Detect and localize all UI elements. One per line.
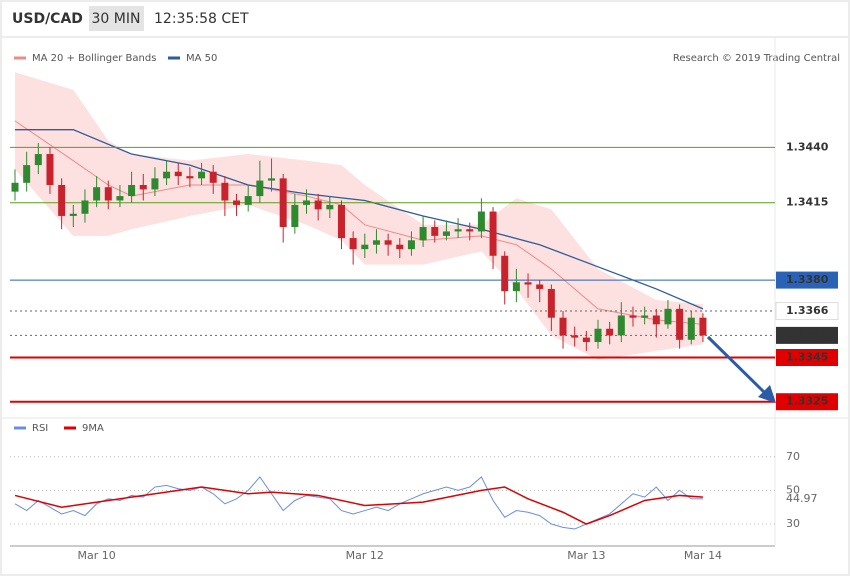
candle-body [431,227,439,236]
forecast-arrow [706,335,768,396]
candle-body [699,317,707,336]
x-tick-label: Mar 12 [346,549,384,562]
candle-body [314,200,322,210]
candle-body [489,211,497,256]
level-label: 1.3440 [786,140,829,153]
candle-body [104,187,112,201]
candle-body [244,196,252,205]
candle-body [477,211,485,232]
candle-body [163,171,171,179]
candle-body [372,240,380,245]
candle-body [349,238,357,250]
candle-body [594,328,602,343]
forecast-arrowhead [758,385,776,403]
candle-body [571,335,579,338]
level-label: 1.3366 [786,304,829,317]
candle-body [221,182,229,201]
candle-body [11,182,19,192]
candle-body [466,229,474,232]
level-box [776,326,838,344]
last-value-label: 44.97 [786,492,818,505]
candle-body [34,154,42,166]
candle-body [116,196,124,201]
y-tick-label: 70 [786,450,800,463]
level-label: 1.3355 [786,328,828,341]
candle-body [664,308,672,325]
legend-label: RSI [32,423,48,434]
y-tick-label: 30 [786,517,800,530]
level-label: 1.3415 [786,196,828,209]
candle-body [291,204,299,228]
level-label: 1.3345 [786,351,828,364]
candle-body [524,282,532,285]
candle-body [268,178,276,181]
candle-body [337,204,345,239]
x-tick-label: Mar 13 [567,549,605,562]
candle-body [652,315,660,325]
candle-body [501,255,509,292]
level-label: 1.3380 [786,273,829,286]
candle-body [23,165,31,183]
candle-body [617,315,625,336]
candle-body [512,282,520,292]
candle-body [128,185,136,197]
level-box [775,302,839,321]
candle-body [547,288,555,318]
candle-body [384,240,392,245]
bollinger-band [15,72,703,360]
candle-body [454,229,462,232]
candle-body [58,185,66,216]
candle-body [69,213,77,216]
candle-body [629,315,637,318]
level-box [776,393,838,411]
candle-body [46,154,54,185]
candle-body [81,200,89,214]
candle-body [186,176,194,179]
candle-body [396,244,404,250]
candle-body [303,200,310,205]
candle-body [279,178,287,228]
credit: Research © 2019 Trading Central [673,53,840,64]
symbol: USD/CAD [12,11,83,27]
legend-label: 9MA [82,423,104,434]
candle-body [256,180,264,197]
candle-body [209,171,217,183]
chart-area [2,38,848,574]
candle-body [407,240,415,250]
candle-body [326,204,334,210]
candle-body [641,315,649,318]
candle-body [536,284,544,289]
y-tick-label: 50 [786,483,800,496]
time: 12:35:58 CET [154,11,249,27]
candle-body [198,171,206,179]
candle-body [442,231,450,236]
x-tick-label: Mar 14 [684,549,722,562]
candle-body [687,317,695,340]
level-label: 1.3325 [786,395,828,408]
legend-label: MA 20 + Bollinger Bands [32,53,156,64]
moving-average [15,129,704,310]
interval-box [89,6,144,31]
candle-body [419,227,427,241]
candle-body [676,308,684,340]
candle-body [174,171,182,177]
candle-body [361,244,369,250]
level-box [776,349,838,366]
candle-body [606,328,614,336]
level-box [776,271,838,289]
x-tick-label: Mar 10 [77,549,115,562]
candle-body [139,185,147,190]
candle-body [559,317,567,336]
rsi-line [14,486,703,525]
candle-body [93,187,101,201]
plot: MA 20 + Bollinger Bands MA 50 1.3440 1.3415… [10,53,839,562]
candle-body [582,337,590,343]
candle-body [151,178,159,190]
candle-body [233,200,241,205]
interval: 30 MIN [92,11,141,27]
legend-label: MA 50 [186,53,217,64]
